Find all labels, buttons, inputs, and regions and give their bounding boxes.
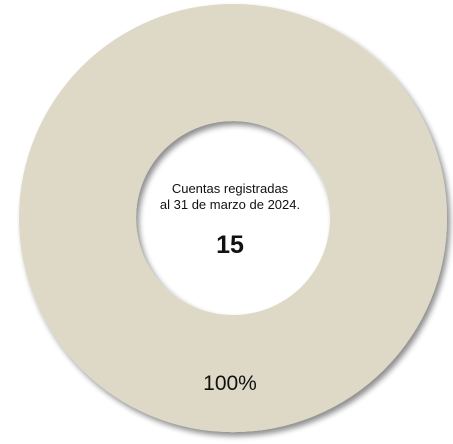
donut-slice xyxy=(18,3,447,433)
center-caption-line-2: al 31 de marzo de 2024. xyxy=(159,197,301,212)
center-total-value: 15 xyxy=(216,231,244,259)
slice-data-label: 100% xyxy=(203,372,257,395)
center-caption-line-1: Cuentas registradas xyxy=(171,181,289,196)
donut-slices xyxy=(18,3,447,433)
